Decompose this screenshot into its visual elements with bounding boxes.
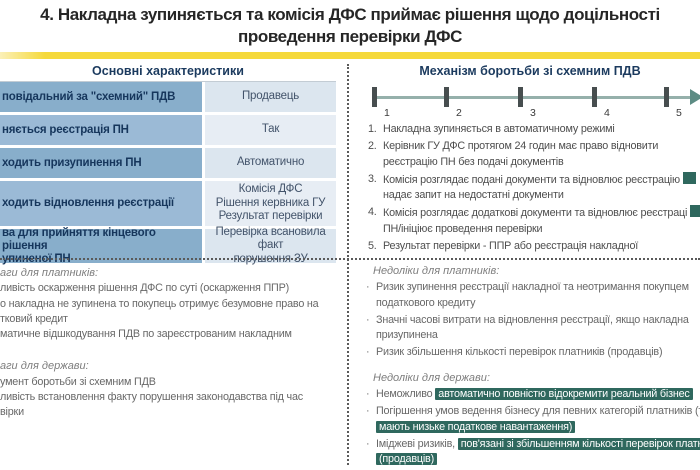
advantage-line: матичне відшкодування ПДВ по зареєстрова… (0, 328, 292, 341)
disadvantages-section: Недоліки для платників: · Ризик зупиненн… (366, 264, 700, 470)
timeline-tick (664, 87, 669, 107)
list-item: · Ризик зупинення реєстрації накладної т… (366, 280, 700, 311)
characteristics-table: повідальний за "схемний" ПДВ Продавець н… (0, 82, 336, 266)
table-row: ходить призупинення ПН Автоматично (0, 148, 336, 178)
table-row: ва для прийняття кінцевого рішення упине… (0, 226, 336, 265)
timeline-tick-label: 4 (604, 107, 610, 119)
advantages-taxpayers-group: аги для платників: ливість оскарження рі… (0, 266, 347, 342)
list-item: · Значні часові витрати на відновлення р… (366, 313, 700, 344)
right-section-header: Механізм боротьби зі схемним ПДВ (419, 64, 641, 78)
step-text: Комісія розглядає подані документи та ві… (383, 171, 700, 188)
row-label: ва для прийняття кінцевого рішення упине… (0, 227, 202, 265)
disadvantages-state-group: Недоліки для держави: · Неможливо автома… (366, 371, 700, 468)
list-item: 3. Комісія розглядає подані документи та… (368, 171, 700, 204)
step-text: надає запит на недостатні документи (383, 189, 564, 202)
bullet-icon: · (366, 437, 370, 450)
group-header: Недоліки для платників: (373, 265, 500, 277)
accent-divider-bar (0, 52, 700, 59)
list-item: · Іміджеві ризиків, пов'язані зі збільше… (366, 437, 700, 468)
list-item: 2. Керівник ГУ ДФС протягом 24 годин має… (368, 139, 700, 170)
step-text: Керівник ГУ ДФС протягом 24 годин має пр… (383, 140, 659, 153)
step-number: 2. (368, 140, 377, 153)
mechanism-steps-list: 1. Накладна зупиняється в автоматичному … (368, 122, 700, 256)
row-label: повідальний за "схемний" ПДВ (0, 82, 202, 112)
step-text: Накладна зупиняється в автоматичному реж… (383, 123, 615, 135)
bullet-icon: · (366, 281, 370, 294)
advantage-line: тковий кредит (0, 312, 68, 325)
advantage-line: ливість оскарження рішення ДФС по суті (… (0, 282, 290, 295)
step-number: 3. (368, 172, 377, 185)
row-label: ходить призупинення ПН (0, 148, 202, 178)
page-title: 4. Накладна зупиняється та комісія ДФС п… (0, 4, 700, 48)
bullet-icon: · (366, 405, 370, 418)
row-value: Продавець (205, 82, 336, 112)
step-number: 4. (368, 206, 377, 219)
horizontal-dashed-separator (0, 258, 700, 260)
arrow-right-icon (690, 89, 700, 105)
left-section-header: Основні характеристики (0, 64, 336, 82)
timeline-tick-label: 5 (676, 107, 682, 119)
advantage-line: вірки (0, 406, 24, 419)
highlighted-text: (продавців) (376, 453, 437, 466)
timeline-tick (518, 87, 523, 107)
list-item: · Неможливо автоматично повністю відокре… (366, 387, 700, 402)
list-item: · Погіршення умов ведення бізнесу для пе… (366, 404, 700, 435)
table-row: ходить відновлення реєстрації Комісія ДФ… (0, 181, 336, 226)
group-header: аги для платників: (0, 267, 99, 279)
bullet-icon: · (366, 388, 370, 401)
step-text: Результат перевірки - ППР або реєстрація… (383, 240, 639, 253)
row-value: Автоматично (205, 148, 336, 178)
timeline-tick-label: 3 (530, 107, 536, 119)
page-title-line1: 4. Накладна зупиняється та комісія ДФС п… (40, 5, 660, 24)
bullet-icon: · (366, 313, 370, 326)
step-text: ПН/ініціює проведення перевірки (383, 222, 543, 235)
group-header: Недоліки для держави: (373, 371, 490, 384)
disadvantages-taxpayers-group: Недоліки для платників: · Ризик зупиненн… (366, 264, 700, 361)
step-text: Комісія розглядає додаткові документи та… (383, 205, 700, 221)
row-label: ходить відновлення реєстрації (0, 181, 202, 226)
step-number: 1. (368, 123, 377, 135)
timeline-tick-label: 2 (456, 107, 462, 119)
advantage-line: о накладна не зупинена то покупець отрим… (0, 297, 319, 310)
step-number: 5. (368, 240, 377, 253)
row-label: няється реєстрація ПН (0, 115, 202, 145)
advantage-line: ливість встановлення факту порушення зак… (0, 391, 303, 404)
advantages-state-group: аги для держави: умент боротьби зі схемн… (0, 359, 347, 420)
table-row: повідальний за "схемний" ПДВ Продавець (0, 82, 336, 112)
timeline-tick (444, 87, 449, 107)
vertical-dashed-separator (347, 64, 349, 465)
group-header: аги для держави: (0, 360, 89, 373)
highlighted-text: мають низьке податкове навантаження) (376, 420, 576, 433)
row-value: Комісія ДФС Рішення кервника ГУ Результа… (205, 181, 336, 226)
timeline-tick (372, 87, 377, 107)
timeline-tick-label: 1 (384, 107, 390, 119)
table-row: няється реєстрація ПН Так (0, 115, 336, 145)
highlight-chip (690, 205, 700, 218)
row-value: Так (205, 115, 336, 145)
highlighted-text: пов'язані зі збільшенням кількості перев… (457, 437, 700, 450)
list-item: 4. Комісія розглядає додаткові документи… (368, 205, 700, 237)
row-value: Перевірка всановила факт порушення ЗУ (205, 226, 336, 265)
timeline-tick (592, 87, 597, 107)
highlight-chip (682, 171, 696, 184)
bullet-icon: · (366, 346, 370, 359)
timeline-line (374, 96, 700, 99)
timeline: 1 2 3 4 5 (368, 86, 700, 122)
list-item: 5. Результат перевірки - ППР або реєстра… (368, 239, 700, 254)
highlighted-text: автоматично повністю відокремити реальни… (435, 388, 693, 401)
page-title-line2: проведення перевірки ДФС (237, 27, 463, 46)
advantages-section: аги для платників: ливість оскарження рі… (0, 266, 347, 421)
list-item: · Ризик збільшення кількості перевірок п… (366, 345, 700, 360)
step-text: реєстрацію ПН без подачі документів (383, 155, 564, 168)
list-item: 1. Накладна зупиняється в автоматичному … (368, 122, 700, 137)
advantage-line: умент боротьби зі схемним ПДВ (0, 375, 156, 388)
